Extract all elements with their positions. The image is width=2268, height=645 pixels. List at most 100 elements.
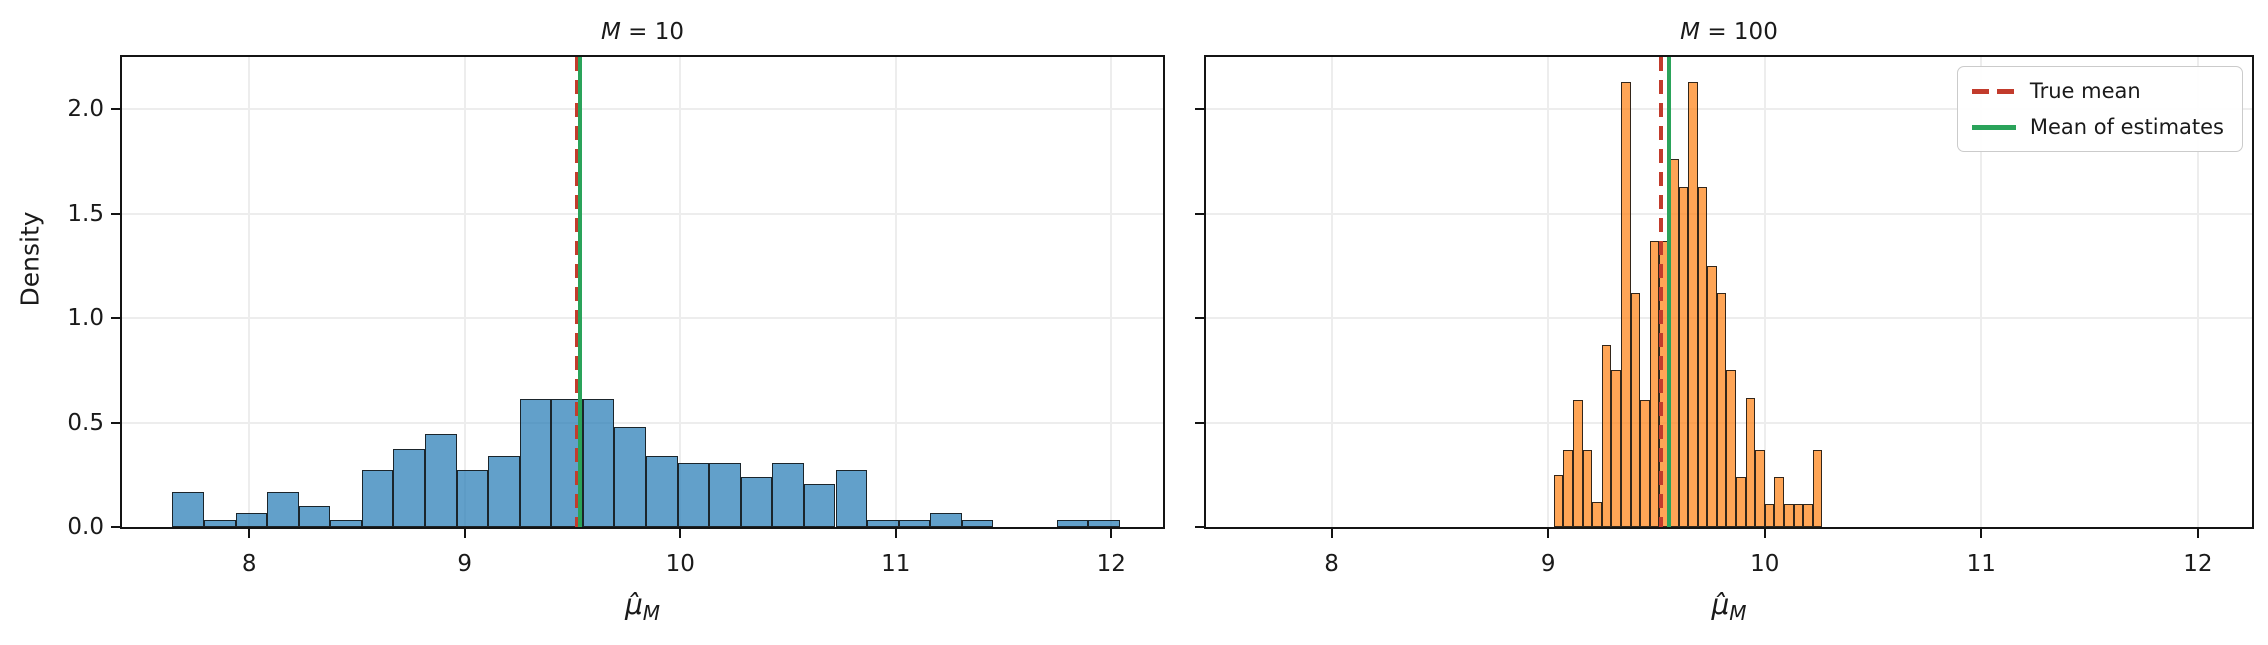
right-x-axis-label: μ̂M (1204, 583, 2254, 633)
title-value: = 10 (620, 19, 685, 45)
left-x-axis-label: μ̂M (120, 583, 1165, 633)
x-tick-mark (2196, 529, 2199, 538)
histogram-bar (803, 484, 836, 527)
histogram-bar (456, 469, 489, 527)
title-variable: M (1680, 19, 1701, 45)
histogram-bar (867, 519, 899, 527)
histogram-bar (898, 519, 931, 527)
y-gridline (1206, 108, 2252, 111)
y-tick-mark (1195, 421, 1204, 424)
x-gridline (679, 57, 682, 527)
y-gridline (122, 212, 1163, 215)
histogram-bar (1630, 293, 1641, 527)
y-tick-mark (111, 317, 120, 320)
left-plot-title: M = 10 (120, 16, 1165, 48)
mu-hat-symbol: μ̂ (624, 588, 643, 621)
histogram-bar (740, 477, 773, 527)
histogram-bar (1726, 370, 1737, 527)
x-tick-mark (1330, 529, 1333, 538)
y-tick-mark (1195, 212, 1204, 215)
x-gridline (1980, 57, 1983, 527)
histogram-bar (1553, 474, 1564, 527)
mu-hat-symbol: μ̂ (1711, 588, 1730, 621)
y-tick-mark (111, 526, 120, 528)
histogram-bar (1755, 449, 1765, 527)
histogram-bar (1774, 476, 1785, 527)
legend-label: Mean of estimates (2029, 115, 2224, 139)
histogram-bar (1707, 265, 1717, 527)
left-histogram-plot: 8 9 10 11 12 0.0 0.5 1.0 1.5 2.0 (67, 55, 1165, 577)
x-gridline (248, 57, 251, 527)
x-tick-mark (1763, 529, 1766, 538)
right-histogram-plot: True mean Mean of estimates 8 9 10 11 12 (1195, 55, 2254, 577)
histogram-bar (772, 462, 804, 527)
histogram-bar (1592, 501, 1602, 527)
histogram-bar (267, 491, 299, 527)
y-gridline (122, 317, 1163, 320)
histogram-bar (1784, 504, 1794, 527)
histogram-bar (204, 519, 236, 527)
y-gridline (122, 108, 1163, 111)
histogram-bar (361, 469, 394, 527)
x-tick-mark (1980, 529, 1983, 538)
title-variable: M (600, 19, 621, 45)
y-gridline (1206, 317, 2252, 320)
legend-label: True mean (2029, 79, 2141, 103)
histogram-bar (1611, 370, 1621, 527)
x-tick-mark (463, 529, 466, 538)
y-tick-label: 1.5 (67, 200, 104, 227)
y-tick-label: 0.5 (67, 409, 104, 436)
x-tick-label: 11 (1966, 551, 1996, 577)
histogram-bar (1697, 186, 1708, 527)
y-tick-mark (1195, 108, 1204, 111)
x-gridline (1763, 57, 1766, 527)
mean-of-estimates-line-swatch (1971, 124, 2016, 130)
histogram-bar (1088, 519, 1120, 527)
y-tick-label: 0.0 (67, 514, 104, 540)
histogram-bar (1764, 504, 1775, 527)
histogram-bar (1803, 504, 1813, 527)
y-tick-label: 2.0 (67, 96, 104, 123)
histogram-bar (646, 455, 678, 527)
histogram-bar (1793, 504, 1804, 527)
x-tick-label: 8 (1324, 551, 1339, 577)
mean-of-estimates-line (577, 57, 582, 527)
histogram-bar (519, 398, 552, 527)
mean-of-estimates-line (1667, 57, 1672, 527)
histogram-bar (835, 469, 868, 527)
histogram-bar (1056, 519, 1089, 527)
histogram-bar (930, 512, 962, 527)
x-gridline (1547, 57, 1550, 527)
y-tick-mark (111, 212, 120, 215)
x-tick-label: 10 (665, 551, 695, 577)
histogram-bar (1736, 476, 1746, 527)
y-tick-label: 1.0 (67, 305, 104, 332)
x-tick-label: 8 (241, 551, 257, 577)
histogram-bar (1812, 449, 1823, 527)
histogram-bar (614, 427, 647, 527)
histogram-bar (709, 462, 741, 527)
histogram-bar (488, 455, 520, 527)
x-tick-mark (1110, 529, 1113, 538)
x-tick-mark (248, 529, 251, 538)
histogram-bar (677, 462, 710, 527)
title-value: = 100 (1700, 19, 1778, 45)
legend-item-true-mean: True mean (1971, 79, 2224, 103)
y-axis-label: Density (15, 211, 45, 307)
x-tick-label: 10 (1750, 551, 1780, 577)
histogram-bar (1582, 449, 1593, 527)
histogram-bar (393, 448, 426, 527)
histogram-bar (330, 519, 362, 527)
histogram-bar (1678, 186, 1689, 527)
x-tick-mark (894, 529, 897, 538)
histogram-bar (425, 434, 457, 527)
x-gridline (463, 57, 466, 527)
right-plot-title: M = 100 (1204, 16, 2254, 48)
y-tick-mark (1195, 526, 1204, 528)
histogram-bar (1745, 397, 1756, 527)
x-gridline (1110, 57, 1113, 527)
histogram-bar (172, 491, 204, 527)
y-tick-mark (111, 108, 120, 111)
x-tick-label: 12 (1096, 551, 1126, 577)
